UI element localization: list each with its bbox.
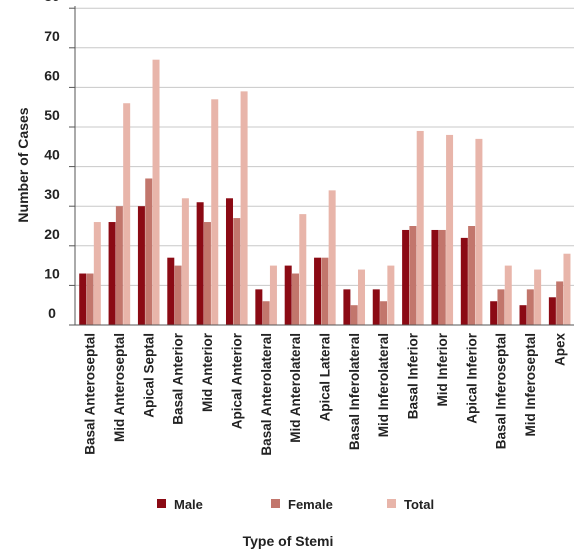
bar-female	[526, 289, 534, 325]
category-label: Mid Anterolateral	[288, 333, 303, 443]
bar-male	[284, 265, 292, 325]
y-tick-label: 20	[44, 226, 60, 242]
bar-male	[167, 257, 175, 325]
category-labels: Basal Anteroseptal Mid Anteroseptal Apical…	[83, 332, 568, 455]
bar-male	[255, 289, 263, 325]
bar-female	[86, 273, 94, 325]
bar-male	[196, 202, 204, 325]
y-tick-label: 50	[44, 107, 60, 123]
category-label: Mid Anteroseptal	[112, 333, 127, 442]
y-axis-title: Number of Cases	[15, 107, 31, 222]
bar-total	[123, 103, 131, 326]
bar-total	[387, 265, 395, 325]
bar-female	[233, 218, 241, 325]
bar-male	[548, 297, 556, 325]
bar-total	[534, 269, 542, 325]
bar-male	[372, 289, 380, 325]
legend-swatch-male	[157, 499, 166, 508]
bar-total	[152, 59, 160, 326]
y-tick-label: 30	[44, 186, 60, 202]
category-label: Basal Inferolateral	[347, 333, 362, 450]
bar-female	[203, 222, 211, 325]
bar-female	[321, 257, 329, 325]
category-label: Apical Inferior	[464, 332, 479, 424]
bar-male	[490, 301, 498, 325]
bar-female	[174, 265, 182, 325]
x-axis-title: Type of Stemi	[243, 533, 334, 549]
bar-female	[438, 229, 446, 325]
category-label: Basal Inferoseptal	[494, 333, 509, 449]
bar-total	[240, 91, 248, 325]
category-label: Basal Anterior	[171, 332, 186, 425]
bar-total	[269, 265, 277, 325]
bar-total	[328, 190, 336, 325]
y-tick-label: 0	[48, 305, 56, 321]
y-tick-label: 80	[44, 0, 60, 4]
category-label: Basal Inferior	[406, 332, 421, 419]
legend: Male Female Total	[157, 497, 434, 512]
bar-male	[314, 257, 322, 325]
category-label: Apical Lateral	[318, 333, 333, 422]
legend-swatch-total	[387, 499, 396, 508]
bar-total	[475, 138, 483, 325]
category-label: Mid Inferior	[435, 332, 450, 406]
category-label: Mid Inferoseptal	[523, 333, 538, 437]
bar-total	[211, 99, 219, 325]
category-label: Apical Septal	[141, 333, 156, 418]
y-tick-label: 70	[44, 28, 60, 44]
bar-male	[519, 305, 527, 325]
bar-female	[291, 273, 299, 325]
bars	[79, 59, 571, 326]
bar-female	[556, 281, 564, 325]
bar-male	[137, 206, 145, 325]
bar-male	[402, 229, 410, 325]
y-tick-label: 10	[44, 265, 60, 281]
bar-total	[299, 214, 307, 325]
bar-total	[446, 134, 454, 325]
category-label: Mid Anterior	[200, 332, 215, 412]
bar-male	[108, 222, 116, 325]
bar-female	[468, 226, 476, 325]
bar-female	[115, 206, 123, 325]
bar-male	[343, 289, 351, 325]
bar-female	[409, 226, 417, 325]
category-label: Basal Anteroseptal	[83, 333, 98, 455]
bar-total	[504, 265, 512, 325]
legend-swatch-female	[271, 499, 280, 508]
y-tick-label: 40	[44, 147, 60, 163]
bar-male	[225, 198, 233, 325]
y-tick-labels: 0 10 20 30 40 50 60 70 80	[44, 0, 75, 326]
bar-total	[563, 253, 571, 325]
bar-female	[350, 305, 358, 325]
bar-total	[358, 269, 366, 325]
legend-label-female: Female	[288, 497, 333, 512]
category-label: Mid Inferolateral	[376, 333, 391, 437]
bar-male	[431, 229, 439, 325]
legend-label-total: Total	[404, 497, 434, 512]
bar-female	[497, 289, 505, 325]
bar-female	[145, 178, 153, 325]
legend-label-male: Male	[174, 497, 203, 512]
bar-total	[181, 198, 189, 325]
y-tick-label: 60	[44, 67, 60, 83]
bar-female	[380, 301, 388, 325]
bar-total	[93, 222, 101, 325]
bar-total	[416, 130, 424, 325]
category-label: Apical Anterior	[229, 332, 244, 429]
bar-male	[79, 273, 87, 325]
bar-female	[262, 301, 270, 325]
category-label: Basal Anterolateral	[259, 333, 274, 456]
bar-male	[460, 237, 468, 325]
category-label: Apex	[552, 333, 567, 367]
